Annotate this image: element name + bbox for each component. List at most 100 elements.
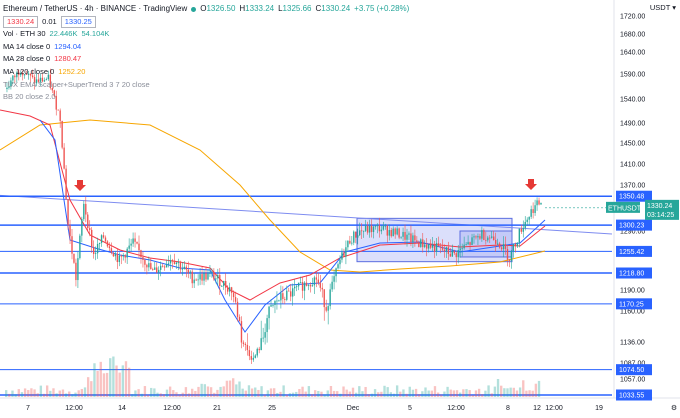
volume-bar-126 — [402, 389, 405, 397]
market-open-dot-icon — [191, 6, 197, 12]
gear-icon[interactable]: ⚙ — [671, 404, 677, 412]
volume-bar-65 — [209, 387, 213, 397]
volume-bar-20 — [68, 391, 71, 397]
ma14-line — [39, 119, 546, 333]
currency-selector[interactable]: USDT ▾ — [650, 3, 676, 12]
volume-bar-113 — [361, 391, 364, 397]
candle-body-54 — [110, 248, 113, 253]
candle-body-226 — [449, 253, 452, 257]
candle-body-237 — [471, 237, 473, 245]
volume-bar-83 — [266, 390, 270, 397]
level-label-bg-0 — [616, 190, 652, 202]
level-label-bg-6 — [616, 389, 652, 401]
level-label-2: 1255.42 — [619, 249, 644, 256]
level-label-4: 1170.25 — [619, 301, 644, 308]
candle-body-8 — [20, 73, 22, 76]
candle-body-126 — [252, 357, 254, 360]
candle-body-133 — [266, 318, 268, 333]
volume-bar-84 — [269, 388, 273, 397]
volume-bar-125 — [399, 391, 402, 397]
candle-body-35 — [73, 253, 75, 263]
time-tick-9: 8 — [506, 405, 510, 412]
buy-price-button[interactable]: 1330.25 — [60, 15, 96, 28]
candle-body-269 — [534, 205, 536, 213]
candle-body-102 — [205, 273, 207, 280]
symbol-tag: ETHUSDT — [608, 205, 642, 212]
time-tick-4: 21 — [213, 405, 221, 412]
volume-bar-62 — [200, 383, 203, 397]
volume-bar-124 — [395, 385, 399, 397]
volume-bar-48 — [156, 392, 159, 397]
candle-body-246 — [489, 237, 491, 239]
ohlc-change: +3.75 (+0.28%) — [354, 4, 410, 13]
candle-body-68 — [138, 243, 140, 251]
time-tick-1: 12:00 — [65, 405, 83, 412]
candle-body-248 — [493, 236, 495, 240]
candle-body-69 — [140, 250, 142, 258]
candle-body-93 — [187, 269, 189, 273]
volume-bar-107 — [342, 386, 345, 397]
candle-body-134 — [268, 306, 270, 319]
time-tick-6: Dec — [347, 405, 360, 412]
candle-body-160 — [319, 283, 321, 288]
candle-body-242 — [481, 230, 483, 239]
indicator-bb[interactable]: BB 20 close 2.0 — [3, 91, 409, 104]
candle-body-213 — [424, 244, 426, 248]
indicator-tux-ema[interactable]: TUX EMA Scalper+SuperTrend 3 7 20 close — [3, 79, 409, 92]
candle-body-211 — [420, 239, 422, 247]
candle-body-270 — [536, 200, 538, 206]
candle-body-20 — [43, 80, 46, 82]
candle-body-176 — [351, 242, 353, 244]
candle-body-271 — [538, 200, 540, 205]
candle-body-44 — [91, 229, 93, 248]
volume-bar-80 — [257, 389, 260, 397]
volume-bar-46 — [150, 387, 153, 397]
volume-bar-67 — [216, 389, 219, 397]
candle-body-107 — [215, 278, 217, 280]
volume-bar-54 — [175, 392, 178, 397]
candle-body-147 — [293, 286, 296, 289]
indicator-ma14[interactable]: MA 14 close 0 1294.04 — [3, 41, 409, 54]
candle-body-74 — [150, 263, 152, 269]
candle-body-73 — [148, 263, 150, 268]
indicator-ma28[interactable]: MA 28 close 0 1280.47 — [3, 53, 409, 66]
volume-bar-152 — [484, 390, 487, 397]
volume-bar-108 — [345, 389, 348, 397]
candle-body-16 — [35, 79, 38, 84]
candle-body-218 — [433, 244, 436, 252]
volume-bar-106 — [339, 393, 342, 397]
indicator-volume[interactable]: Vol · ETH 30 22.446K 54.104K — [3, 28, 409, 41]
candle-body-229 — [455, 253, 457, 258]
ohlc-open: O1326.50 — [200, 4, 236, 13]
volume-bar-95 — [304, 391, 307, 397]
volume-bar-6 — [23, 388, 27, 397]
candle-body-11 — [25, 74, 28, 75]
candle-body-241 — [479, 236, 481, 239]
volume-bar-31 — [102, 373, 106, 397]
candle-body-221 — [439, 246, 442, 248]
candle-body-12 — [27, 73, 30, 75]
sell-price-button[interactable]: 1330.24 — [3, 15, 39, 28]
symbol-title[interactable]: Ethereum / TetherUS · 4h · BINANCE · Tra… — [3, 4, 188, 13]
candle-body-243 — [483, 230, 485, 240]
ohlc-close: C1330.24 — [315, 4, 351, 13]
candle-body-184 — [366, 225, 369, 233]
volume-bar-127 — [405, 393, 408, 397]
candle-body-31 — [65, 168, 67, 200]
candle-body-17 — [37, 79, 40, 82]
volume-bar-77 — [247, 385, 251, 397]
indicator-volume-value-2: 54.104K — [81, 29, 110, 39]
candle-body-3 — [10, 80, 12, 87]
candle-body-220 — [437, 243, 440, 247]
indicator-ma120[interactable]: MA 120 close 0 1252.20 — [3, 66, 409, 79]
candle-body-173 — [345, 247, 347, 257]
price-tick-10: 1190.00 — [620, 288, 645, 295]
volume-bar-55 — [178, 394, 181, 397]
volume-bar-14 — [49, 390, 52, 397]
volume-bar-93 — [298, 389, 301, 397]
candle-body-130 — [260, 338, 262, 351]
volume-bar-99 — [317, 390, 320, 397]
candle-body-117 — [234, 297, 237, 302]
